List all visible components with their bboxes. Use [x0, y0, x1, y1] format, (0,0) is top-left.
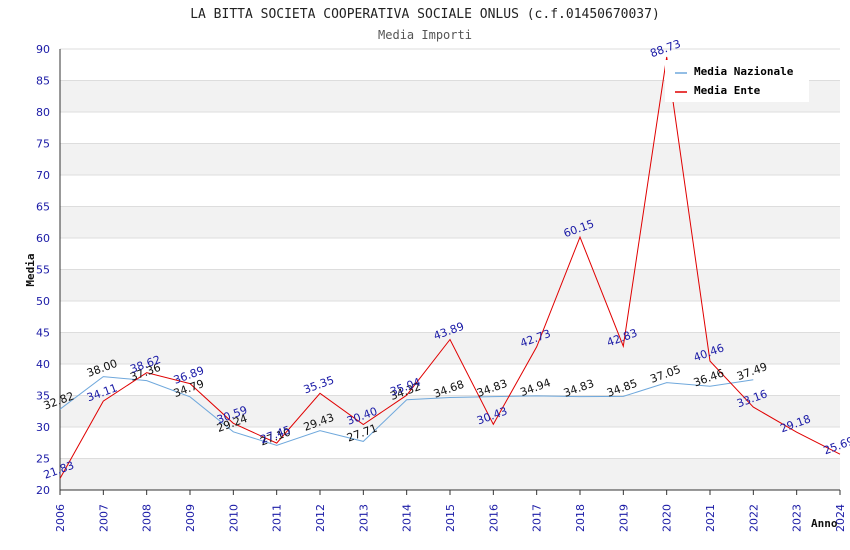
x-tick-label: 2013	[357, 504, 370, 532]
x-tick-label: 2023	[791, 504, 804, 532]
series-lines	[59, 56, 841, 479]
series-line-ente	[59, 56, 841, 479]
x-tick-label: 2012	[314, 504, 327, 532]
y-tick-label: 40	[36, 358, 50, 371]
x-tick-label: 2006	[54, 504, 67, 532]
y-tick-label: 55	[36, 264, 50, 277]
y-tick-label: 70	[36, 169, 50, 182]
x-tick-label: 2016	[487, 504, 500, 532]
x-tick-label: 2014	[401, 504, 414, 532]
plot-bands	[60, 80, 840, 490]
x-tick-label: 2011	[271, 504, 284, 532]
x-axis-label: Anno	[811, 517, 838, 530]
y-tick-label: 80	[36, 106, 50, 119]
y-tick-label: 60	[36, 232, 50, 245]
x-tick-label: 2020	[661, 504, 674, 532]
y-axis-label: Media	[24, 253, 37, 286]
x-tick-label: 2010	[227, 504, 240, 532]
plot-band	[60, 458, 840, 490]
x-tick-label: 2007	[97, 504, 110, 532]
x-tick-label: 2021	[704, 504, 717, 532]
y-tick-label: 25	[36, 453, 50, 466]
chart-title: LA BITTA SOCIETA COOPERATIVA SOCIALE ONL…	[190, 7, 660, 22]
x-tick-label: 2018	[574, 504, 587, 532]
data-label-ente: 35.35	[302, 374, 336, 397]
x-tick-label: 2015	[444, 504, 457, 532]
chart-subtitle: Media Importi	[378, 28, 472, 42]
x-tick-labels: 2006 2007 2008 2009 2010 2011 2012 2013 2014 2015…	[54, 504, 847, 532]
x-tick-label: 2024	[834, 504, 847, 532]
data-label-nazionale: 37.05	[648, 363, 682, 386]
legend-box	[665, 60, 809, 102]
x-tick-label: 2017	[531, 504, 544, 532]
plot-band	[60, 143, 840, 175]
series-line-nazionale	[59, 376, 754, 446]
data-label-ente: 88.73	[648, 37, 682, 60]
data-label-ente: 25.69	[822, 434, 850, 457]
plot-band	[60, 395, 840, 427]
y-tick-label: 65	[36, 201, 50, 214]
y-tick-label: 90	[36, 43, 50, 56]
legend-label-ente: Media Ente	[694, 84, 761, 97]
legend: Media Nazionale Media Ente	[665, 60, 809, 102]
x-tick-label: 2022	[747, 504, 760, 532]
y-tick-label: 85	[36, 75, 50, 88]
y-tick-label: 50	[36, 295, 50, 308]
grid-lines	[60, 48, 840, 491]
y-tick-labels: 20 25 30 35 40 45 50 55 60 65 70 75 80 85 90	[36, 43, 50, 497]
axes	[59, 49, 841, 495]
x-tick-label: 2008	[141, 504, 154, 532]
x-tick-label: 2009	[184, 504, 197, 532]
y-tick-label: 20	[36, 484, 50, 497]
plot-band	[60, 206, 840, 238]
y-tick-label: 35	[36, 390, 50, 403]
y-tick-label: 45	[36, 327, 50, 340]
plot-band	[60, 269, 840, 301]
x-tick-label: 2019	[617, 504, 630, 532]
legend-label-nazionale: Media Nazionale	[694, 65, 794, 78]
y-tick-label: 75	[36, 138, 50, 151]
y-tick-label: 30	[36, 421, 50, 434]
